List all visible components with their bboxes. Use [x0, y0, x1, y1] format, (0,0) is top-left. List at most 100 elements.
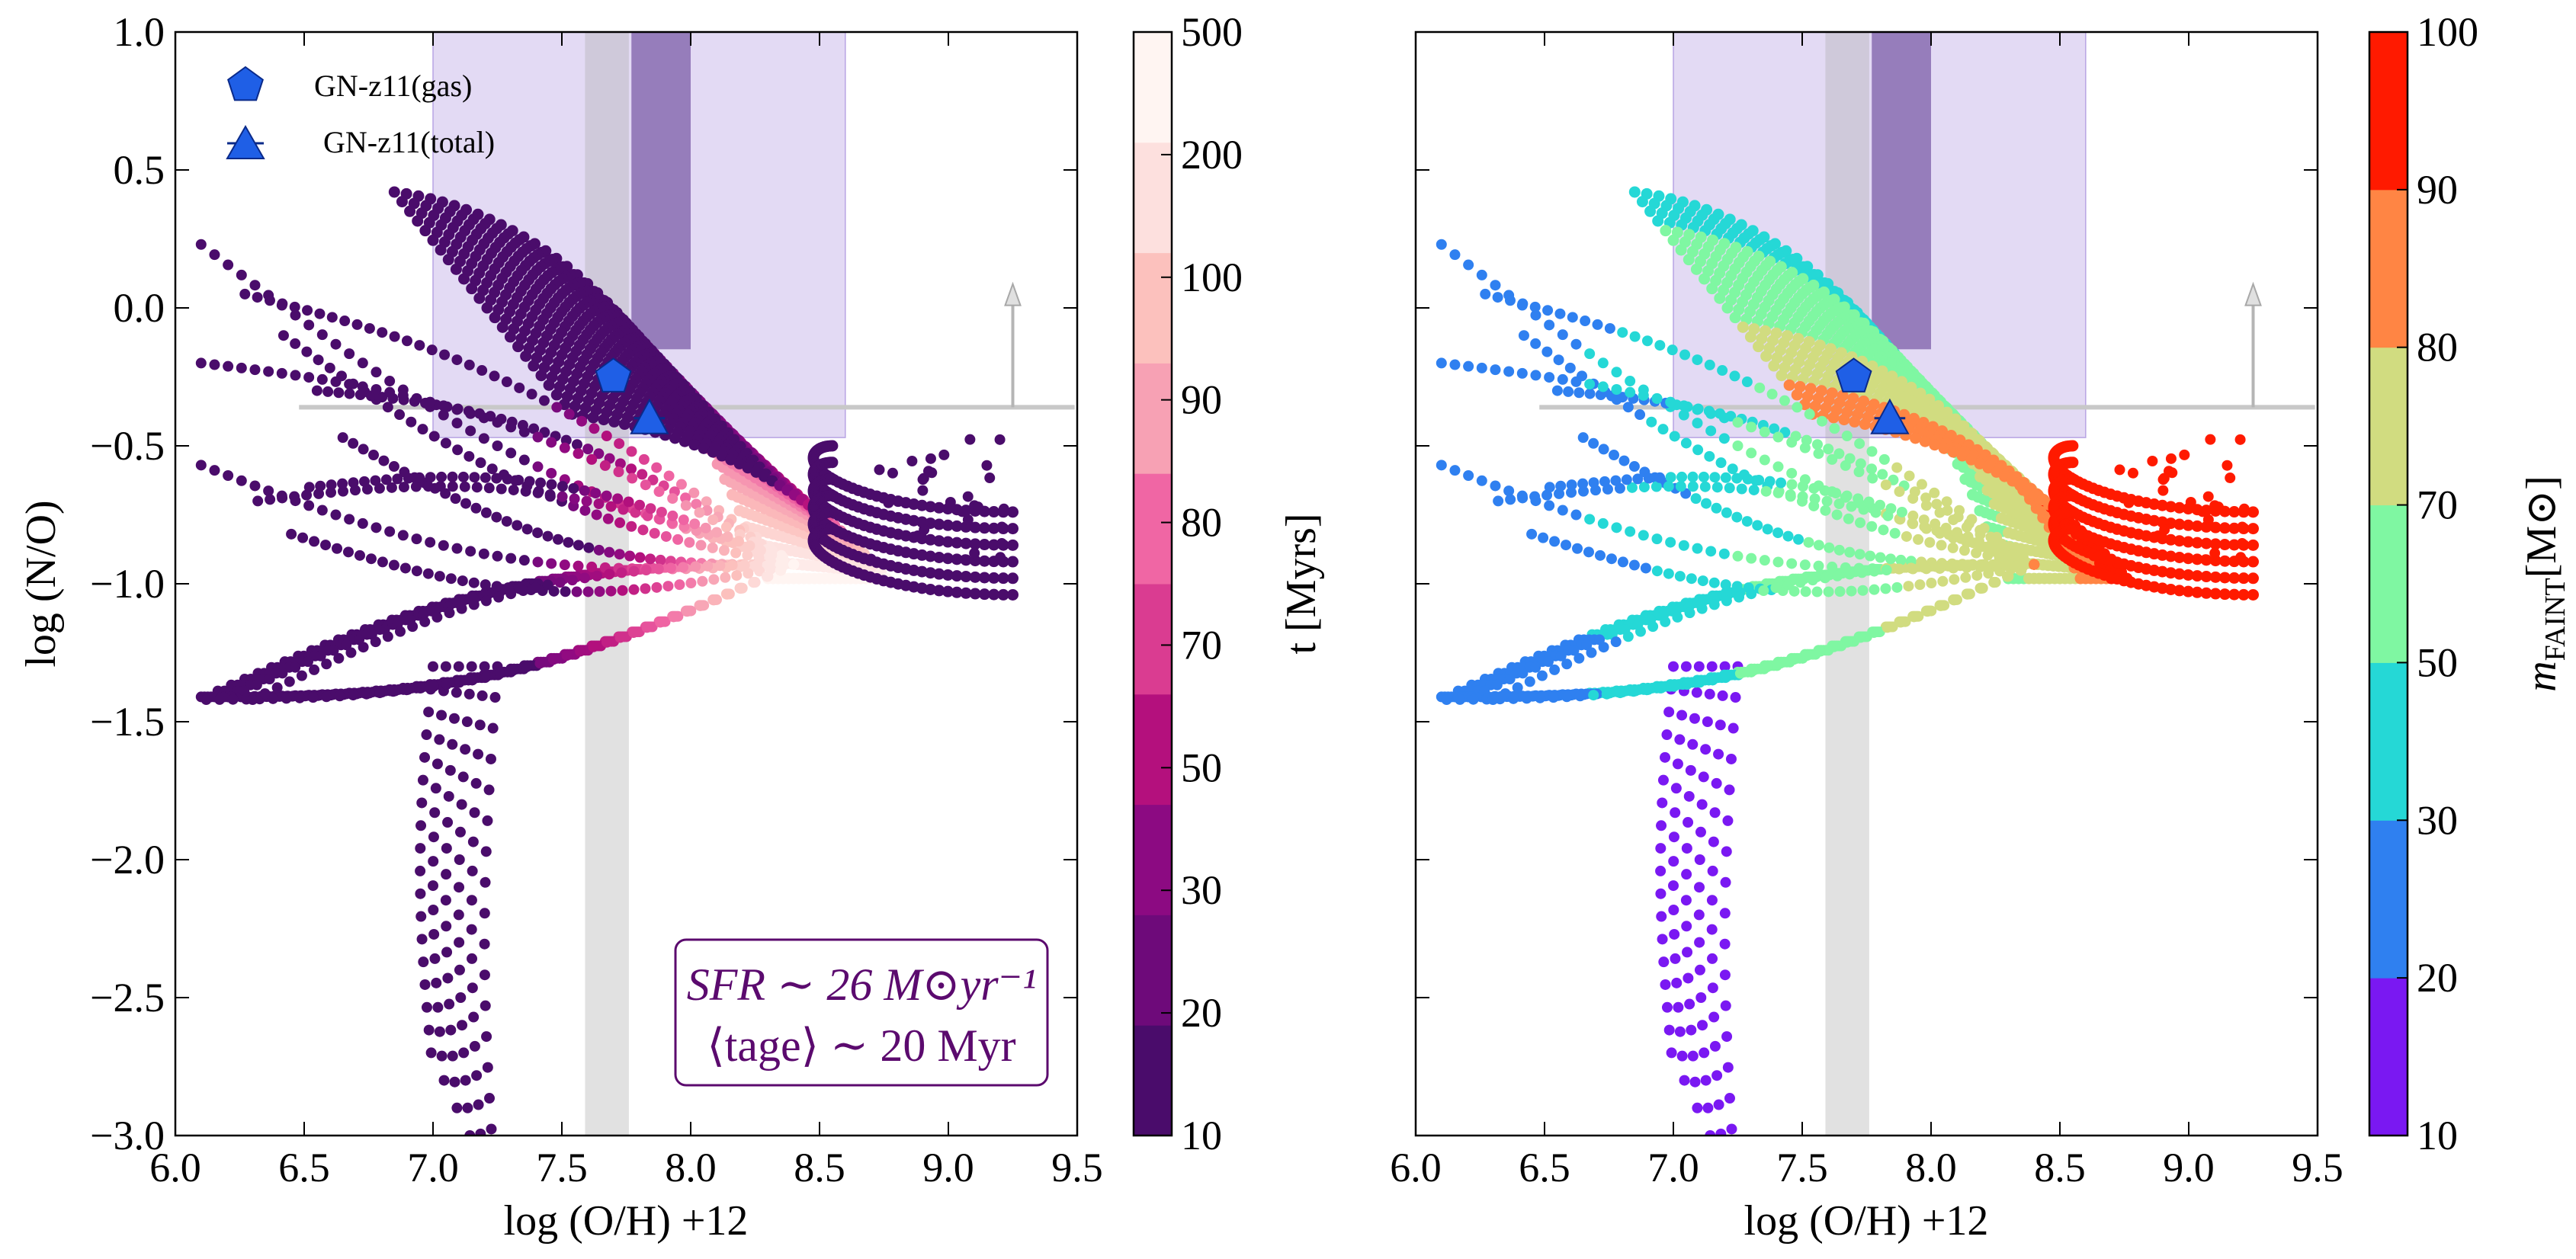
model-point [702, 560, 714, 572]
colorbar-segment [2369, 32, 2408, 191]
model-point [942, 585, 954, 597]
model-point [1577, 432, 1589, 444]
model-point [1908, 611, 1920, 623]
model-point [1974, 457, 1986, 469]
model-point [563, 537, 574, 548]
model-point [626, 463, 637, 475]
y-tick-label: −1.5 [90, 699, 165, 745]
model-point [458, 1047, 470, 1059]
model-point [707, 542, 718, 553]
model-point [268, 693, 279, 704]
model-point [535, 370, 547, 382]
model-point [1724, 784, 1735, 796]
model-point [479, 938, 490, 950]
model-point [475, 457, 486, 469]
y-tick-label: −2.0 [90, 837, 165, 883]
model-point [2156, 549, 2168, 561]
model-point [1675, 244, 1687, 256]
model-point [1617, 556, 1628, 568]
model-point [464, 1130, 476, 1136]
model-point [1686, 573, 1697, 585]
model-point [2029, 559, 2040, 570]
model-point [1971, 547, 1982, 559]
model-point [441, 921, 452, 932]
model-point [546, 479, 557, 490]
model-point [431, 758, 443, 770]
model-point [1668, 856, 1679, 867]
model-point [571, 439, 582, 450]
model-point [451, 543, 463, 554]
model-point [551, 402, 563, 413]
model-point [1853, 493, 1864, 505]
model-point [277, 298, 288, 309]
model-point [397, 530, 409, 541]
model-point [451, 1102, 463, 1113]
model-point [2002, 571, 2013, 582]
model-point [223, 469, 234, 481]
model-point [1674, 1026, 1686, 1037]
model-point [1880, 583, 1891, 594]
model-point [743, 568, 754, 579]
model-point [1487, 694, 1499, 706]
colorbar-frame [2368, 30, 2409, 1137]
model-point [1694, 854, 1705, 865]
model-point [916, 582, 928, 594]
model-point [471, 1070, 483, 1081]
model-point [447, 1050, 458, 1062]
model-point [614, 632, 626, 643]
model-point [1782, 530, 1794, 542]
model-point [1875, 499, 1886, 511]
model-point [1711, 502, 1722, 514]
model-point [1708, 599, 1720, 610]
model-point [688, 487, 700, 498]
model-point [978, 522, 990, 534]
model-point [1007, 506, 1019, 518]
model-point [1893, 563, 1904, 575]
model-point [431, 977, 442, 988]
model-point [925, 533, 937, 546]
model-point [534, 658, 546, 669]
model-point [731, 570, 743, 581]
model-point [333, 652, 345, 664]
model-point [1663, 706, 1675, 718]
model-point [1975, 583, 1987, 594]
x-tick-label: 7.0 [407, 1145, 459, 1190]
model-point [415, 865, 426, 876]
model-point [2202, 514, 2214, 526]
model-point [1524, 676, 1535, 687]
model-point [357, 357, 368, 369]
model-point [1449, 359, 1461, 370]
model-point [1574, 690, 1586, 702]
model-point [1856, 567, 1868, 578]
model-point [407, 621, 419, 633]
model-point [410, 481, 422, 492]
model-point [887, 467, 898, 479]
model-point [425, 396, 436, 408]
model-point [1535, 692, 1546, 703]
model-point [1592, 319, 1603, 330]
model-point [1549, 664, 1561, 675]
model-point [1910, 432, 1922, 444]
model-point [428, 928, 440, 940]
model-point [1916, 479, 1927, 490]
model-point [528, 360, 540, 372]
model-point [1436, 460, 1447, 471]
model-point [478, 548, 489, 559]
model-point [1622, 402, 1634, 413]
model-point [1728, 1155, 1739, 1165]
model-point [1881, 564, 1892, 575]
model-point [1889, 527, 1901, 539]
model-point [1746, 421, 1757, 433]
model-point [1655, 843, 1667, 854]
model-point [1907, 493, 1919, 505]
model-point [465, 546, 476, 557]
model-point [1504, 674, 1516, 685]
model-point [1700, 1075, 1711, 1086]
model-point [2165, 567, 2177, 579]
model-point [776, 559, 788, 570]
model-point [508, 484, 519, 495]
model-point [1734, 591, 1745, 603]
model-point [2234, 434, 2246, 445]
model-point [1698, 471, 1709, 482]
model-point [514, 382, 525, 393]
